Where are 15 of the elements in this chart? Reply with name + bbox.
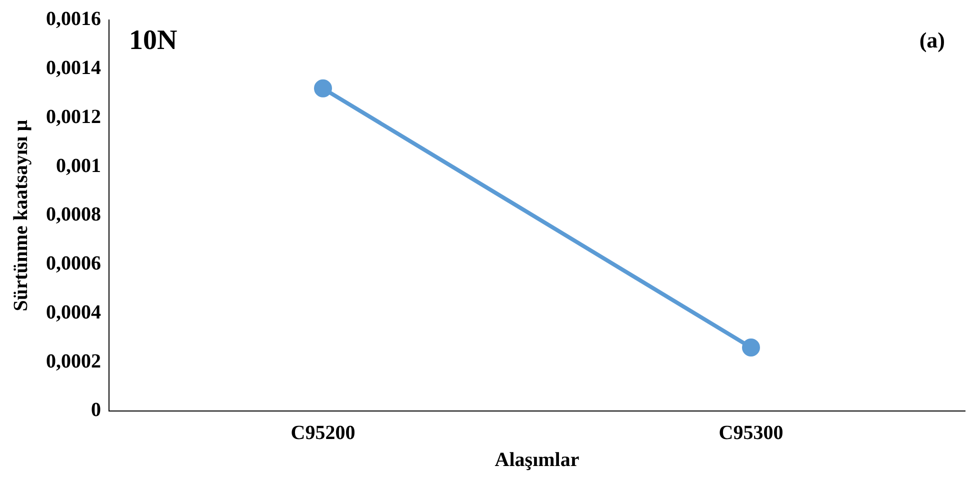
x-axis-title: Alaşımlar <box>494 449 580 472</box>
y-tick-label: 0,0014 <box>46 57 101 80</box>
annotation: (a) <box>919 28 945 53</box>
y-tick-label: 0,0012 <box>46 106 101 128</box>
y-tick-label: 0,0008 <box>46 204 101 226</box>
x-tick-label: C95200 <box>290 422 356 444</box>
y-tick-label: 0,0016 <box>46 8 101 30</box>
y-tick-label: 0,0006 <box>46 252 101 275</box>
y-tick-label: 0,0002 <box>46 350 101 372</box>
x-tick-label: C95300 <box>718 422 784 444</box>
y-tick-label: 0,001 <box>56 154 101 177</box>
annotation: 10N <box>129 25 178 56</box>
y-tick-label: 0 <box>91 399 101 422</box>
y-axis-title: Sürtünme kaatsayısı μ <box>10 119 32 312</box>
y-tick-label: 0,0004 <box>46 301 101 324</box>
